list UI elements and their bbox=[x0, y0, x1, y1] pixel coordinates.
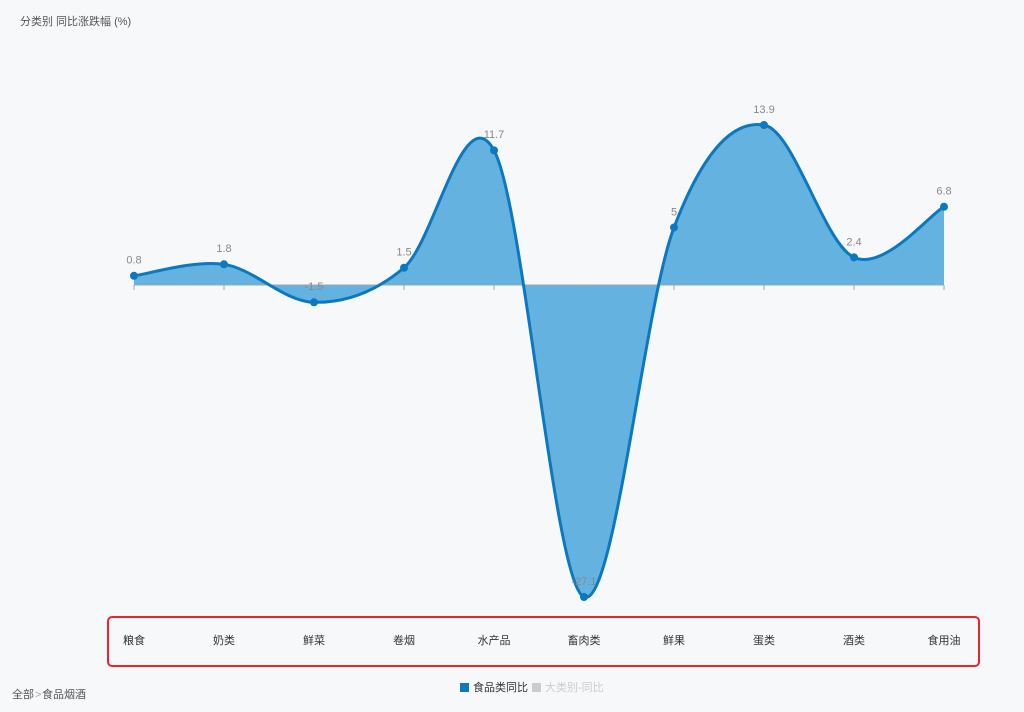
point bbox=[940, 202, 948, 211]
legend-label[interactable]: 食品类同比 bbox=[473, 680, 528, 694]
data-label: 11.7 bbox=[484, 129, 505, 141]
point bbox=[400, 263, 408, 272]
chart-title: 分类别 同比涨跌幅 (%) bbox=[20, 14, 131, 28]
data-label: 1.5 bbox=[396, 247, 411, 259]
x-tick-label: 蛋类 bbox=[753, 633, 775, 647]
data-label: 5 bbox=[671, 206, 677, 218]
x-tick-label: 粮食 bbox=[123, 633, 145, 647]
x-tick-label: 鲜菜 bbox=[303, 633, 325, 647]
data-label: 0.8 bbox=[126, 255, 141, 267]
data-label: -1.5 bbox=[305, 281, 324, 293]
point bbox=[490, 146, 498, 155]
point bbox=[310, 298, 318, 307]
x-tick-label: 鲜果 bbox=[663, 633, 685, 647]
x-tick-label: 卷烟 bbox=[393, 633, 415, 647]
legend-swatch bbox=[532, 683, 541, 692]
legend-swatch bbox=[460, 683, 469, 692]
point bbox=[220, 260, 228, 269]
data-label: 2.4 bbox=[846, 236, 861, 248]
x-tick-label: 畜肉类 bbox=[568, 633, 601, 647]
data-label: -27.1 bbox=[571, 576, 596, 588]
data-label: 6.8 bbox=[936, 186, 951, 198]
data-label: 1.8 bbox=[216, 243, 231, 255]
x-tick-label: 水产品 bbox=[478, 633, 511, 647]
point bbox=[130, 271, 138, 280]
breadcrumb-separator: > bbox=[35, 689, 41, 701]
point bbox=[670, 223, 678, 232]
point bbox=[850, 253, 858, 262]
x-tick-label: 酒类 bbox=[843, 633, 865, 647]
x-tick-label: 食用油 bbox=[928, 633, 961, 647]
highlight-box bbox=[107, 616, 980, 667]
data-label: 13.9 bbox=[753, 104, 774, 116]
breadcrumb-item[interactable]: 食品烟酒 bbox=[42, 687, 86, 701]
legend-label[interactable]: 大类别-同比 bbox=[545, 680, 604, 694]
area bbox=[134, 124, 944, 598]
point bbox=[760, 121, 768, 129]
breadcrumb-item[interactable]: 全部 bbox=[12, 687, 34, 701]
point bbox=[580, 593, 588, 601]
x-tick-label: 奶类 bbox=[213, 633, 235, 647]
